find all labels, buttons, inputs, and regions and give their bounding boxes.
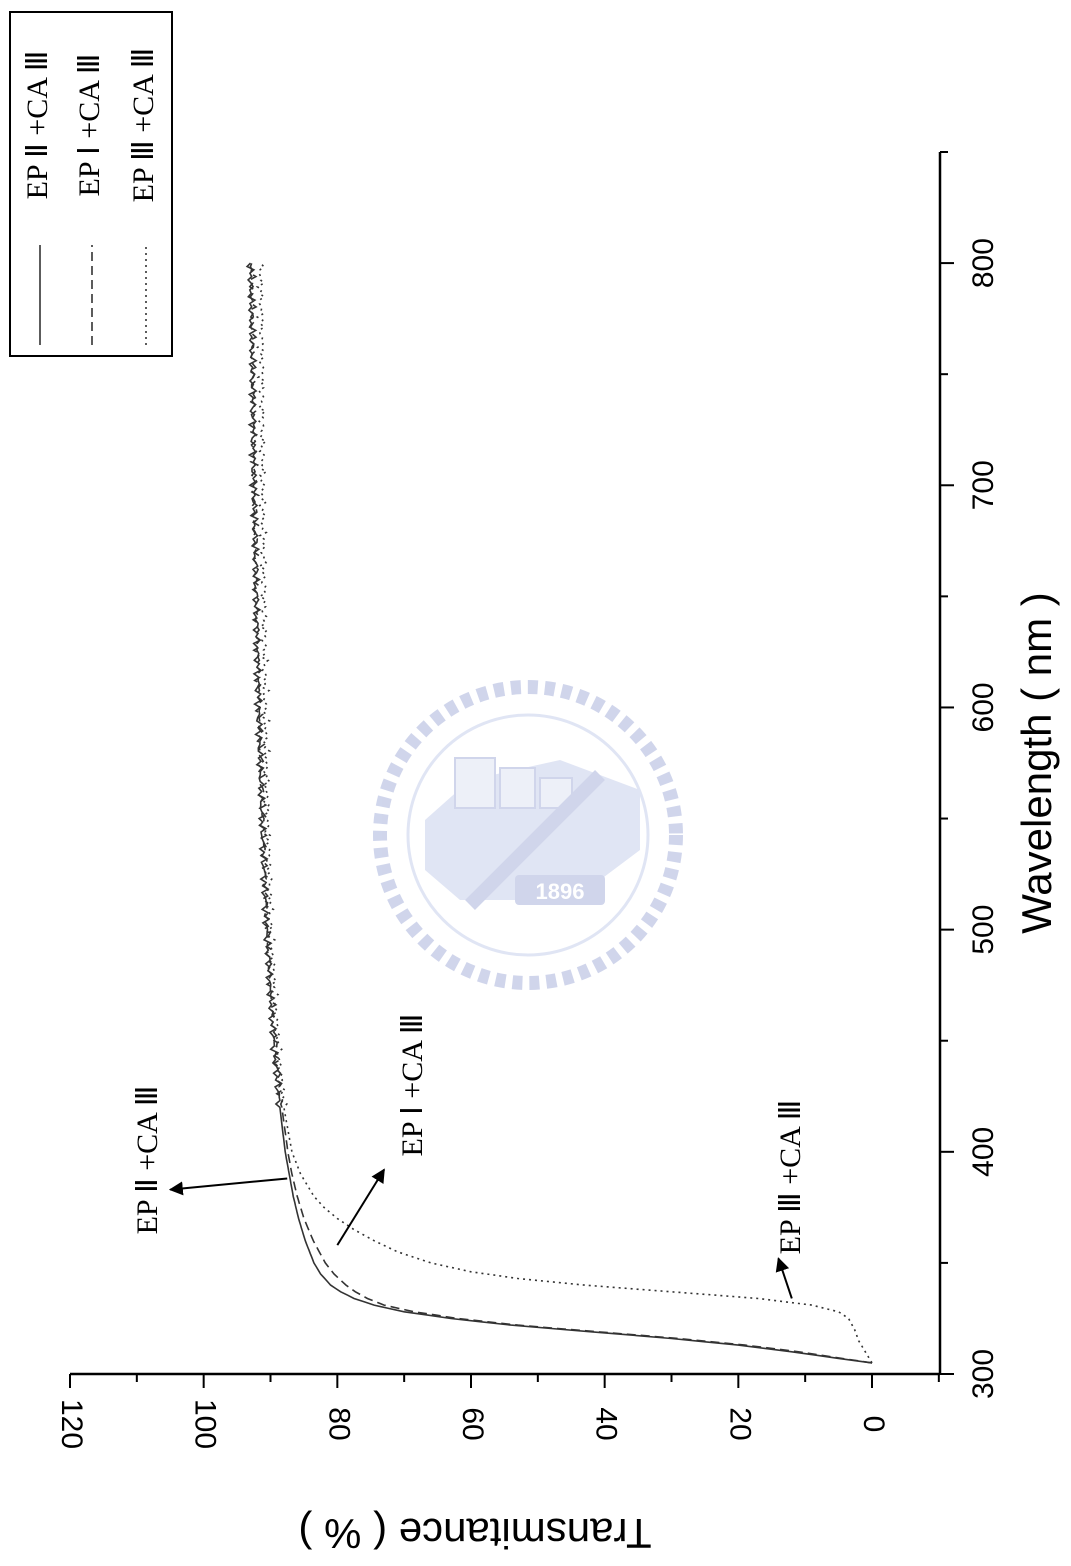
legend-label: EP Ⅱ +CA Ⅲ [21,51,54,200]
y-axis-title: Transmitance ( % ) [298,1510,651,1557]
annotation-label: EP Ⅰ +CA Ⅲ [396,1014,429,1157]
annotation-arrow [168,1177,288,1196]
x-tick-label: 800 [967,238,1000,288]
series-line-2 [247,262,873,1364]
annotation-label: EP Ⅲ +CA Ⅲ [774,1100,807,1255]
legend-box [9,11,173,357]
series-group [245,262,873,1364]
series-line-1 [245,262,873,1364]
x-axis-title: Wavelength ( nm ) [1013,592,1060,934]
annotation-arrow [336,1168,385,1246]
y-tick-label: 20 [723,1407,756,1440]
x-tick-label: 700 [967,460,1000,510]
x-tick-label: 400 [967,1127,1000,1177]
y-tick-label: 120 [55,1399,88,1449]
x-tick-label: 600 [967,682,1000,732]
annotation-arrow [775,1257,793,1299]
watermark-year: 1896 [536,879,585,904]
y-tick-label: 60 [456,1407,489,1440]
x-tick-label: 300 [967,1349,1000,1399]
axes: 300 400 500 600 700 800 0 20 40 60 80 100 120 Wavelen… [55,151,1060,1557]
legend-label: EP Ⅰ +CA Ⅲ [73,54,106,197]
annotations: EP Ⅱ +CA Ⅲ EP Ⅰ +CA Ⅲ EP Ⅲ +CA Ⅲ [131,1014,807,1299]
legend: EP Ⅱ +CA Ⅲ EP Ⅰ +CA Ⅲ EP Ⅲ +CA Ⅲ [9,11,173,357]
y-tick-label: 0 [857,1416,890,1433]
series-line-3 [255,262,873,1364]
y-tick-label: 40 [590,1407,623,1440]
legend-label: EP Ⅲ +CA Ⅲ [127,48,160,203]
annotation-label: EP Ⅱ +CA Ⅲ [131,1086,164,1235]
y-tick-label: 100 [189,1399,222,1449]
x-tick-label: 500 [967,905,1000,955]
y-tick-label: 80 [322,1407,355,1440]
watermark-seal: 1896 [373,680,683,990]
